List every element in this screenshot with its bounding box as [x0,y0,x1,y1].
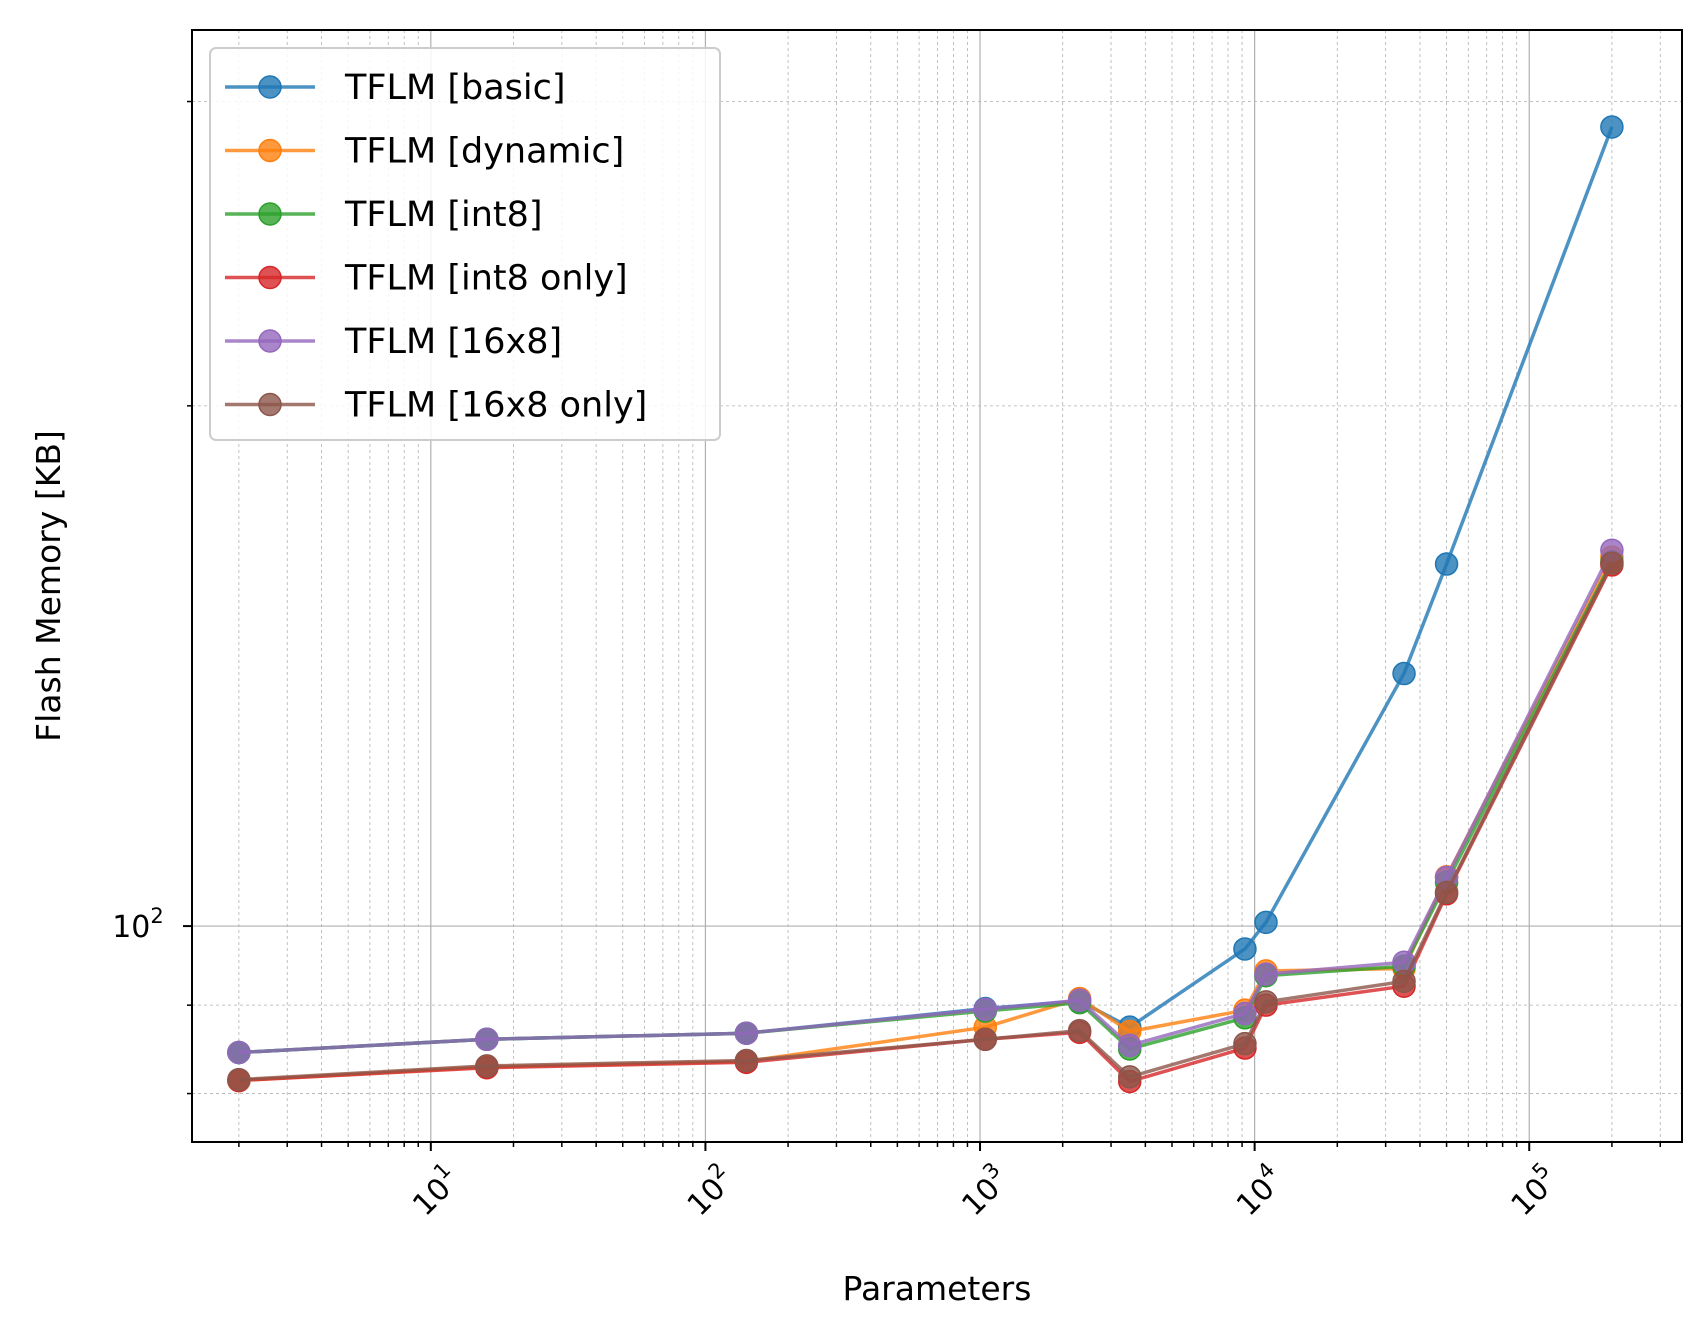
data-point [1434,552,1459,576]
data-point [1434,880,1459,905]
legend-label: TFLM [basic] [344,68,566,108]
legend-marker [258,138,282,163]
legend-item: TFLM [basic] [225,68,566,108]
data-point [1233,937,1257,961]
data-point [1117,1065,1142,1089]
legend-item: TFLM [dynamic] [225,132,624,172]
legend-label: TFLM [16x8] [344,322,562,362]
data-point [1392,661,1416,686]
data-point [1067,1018,1092,1043]
legend-label: TFLM [16x8 only] [344,386,647,426]
series-layer [227,115,1624,1094]
legend-item: TFLM [16x8 only] [225,386,647,426]
data-point [475,1054,499,1078]
legend-marker [258,202,282,226]
legend-item: TFLM [16x8] [225,322,562,362]
legend-box [209,47,721,441]
legend-marker [258,75,282,99]
x-axis-label: Parameters [843,1269,1032,1308]
legend-label: TFLM [dynamic] [344,132,624,172]
data-point [973,997,998,1022]
data-point [227,1067,251,1092]
data-point [227,1040,251,1065]
major-grid [192,30,1682,1142]
legend-item: TFLM [int8 only] [225,259,628,299]
legend-label: TFLM [int8 only] [344,259,628,299]
axis-ticks [183,100,1662,1151]
legend-marker [258,265,282,290]
data-point [1392,969,1416,994]
series-4 [227,538,1624,1065]
legend-marker [258,329,282,353]
data-point [475,1027,499,1052]
legend-label: TFLM [int8] [344,195,543,235]
data-point [734,1048,759,1073]
data-point [1254,910,1278,935]
legend-marker [258,392,282,417]
data-point [1254,962,1278,986]
series-5 [227,551,1624,1092]
y-tick-label: 102 [112,904,164,945]
data-point [973,1027,998,1052]
data-point [1600,115,1624,139]
data-point [1233,1031,1257,1056]
data-point [1600,551,1624,575]
legend-item: TFLM [int8] [225,195,543,235]
legend: TFLM [basic] TFLM [dynamic] TFLM [int8] TFL… [209,47,721,441]
data-point [1233,1001,1257,1026]
y-axis-label: Flash Memory [KB] [29,430,68,742]
data-point [1254,990,1278,1014]
data-point [1117,1033,1142,1058]
data-point [734,1021,759,1045]
data-point [1067,988,1092,1012]
